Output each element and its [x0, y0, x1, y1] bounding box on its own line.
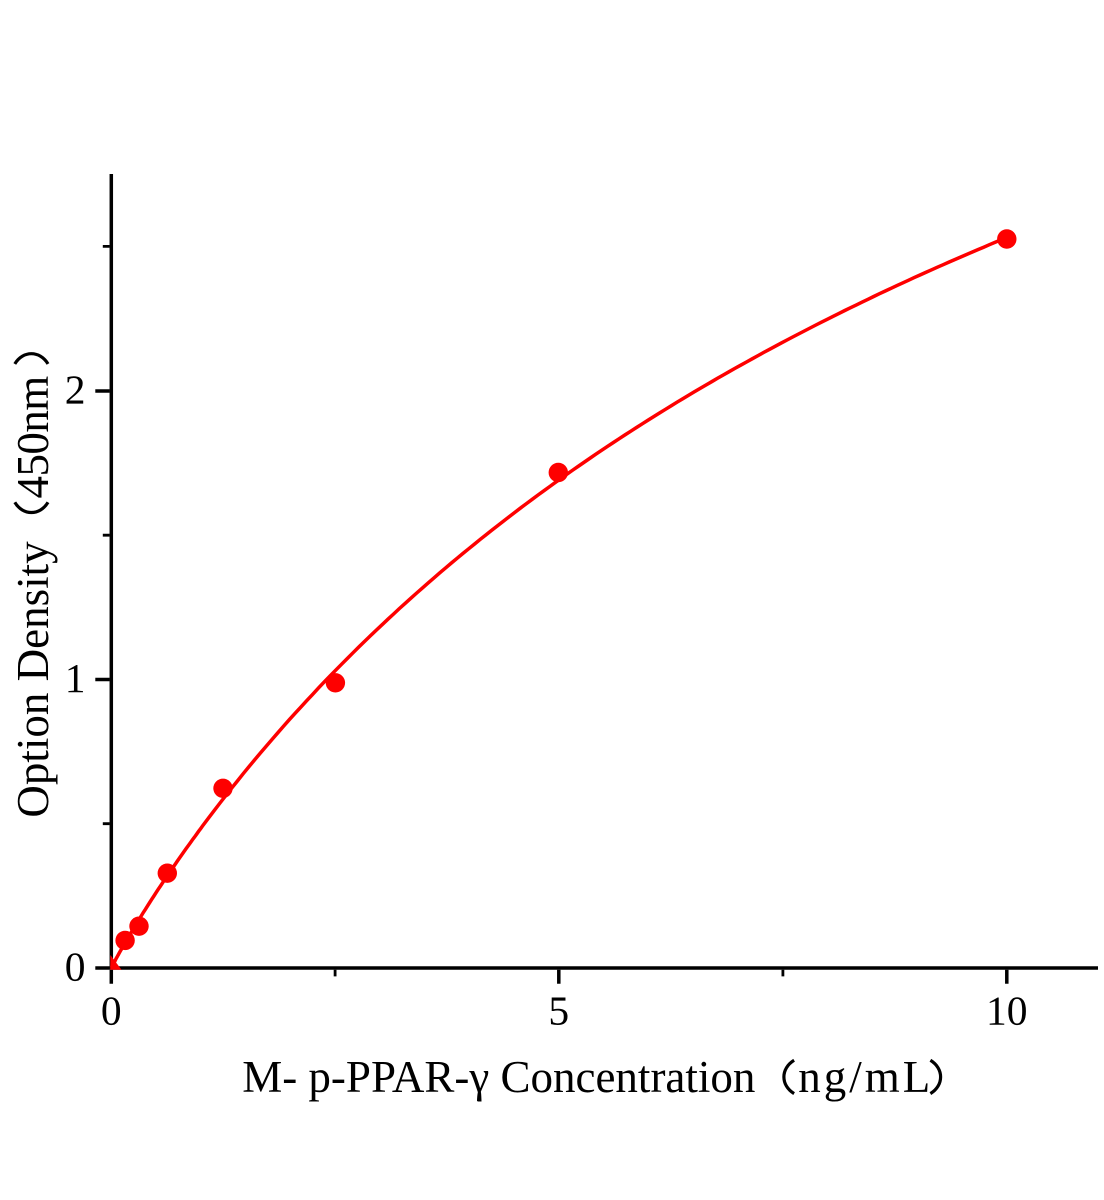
- svg-text:2: 2: [65, 367, 86, 413]
- svg-text:10: 10: [986, 988, 1028, 1034]
- svg-text:1: 1: [65, 655, 86, 701]
- svg-text:Option Density: Option Density: [8, 541, 58, 818]
- svg-text:0: 0: [65, 944, 86, 990]
- svg-text:0: 0: [101, 988, 122, 1034]
- svg-text:5: 5: [548, 988, 569, 1034]
- svg-text:ng/mL: ng/mL: [798, 1052, 933, 1102]
- svg-text:M- p-PPAR-γ Concentration: M- p-PPAR-γ Concentration: [242, 1052, 755, 1102]
- svg-text:450nm: 450nm: [8, 376, 58, 499]
